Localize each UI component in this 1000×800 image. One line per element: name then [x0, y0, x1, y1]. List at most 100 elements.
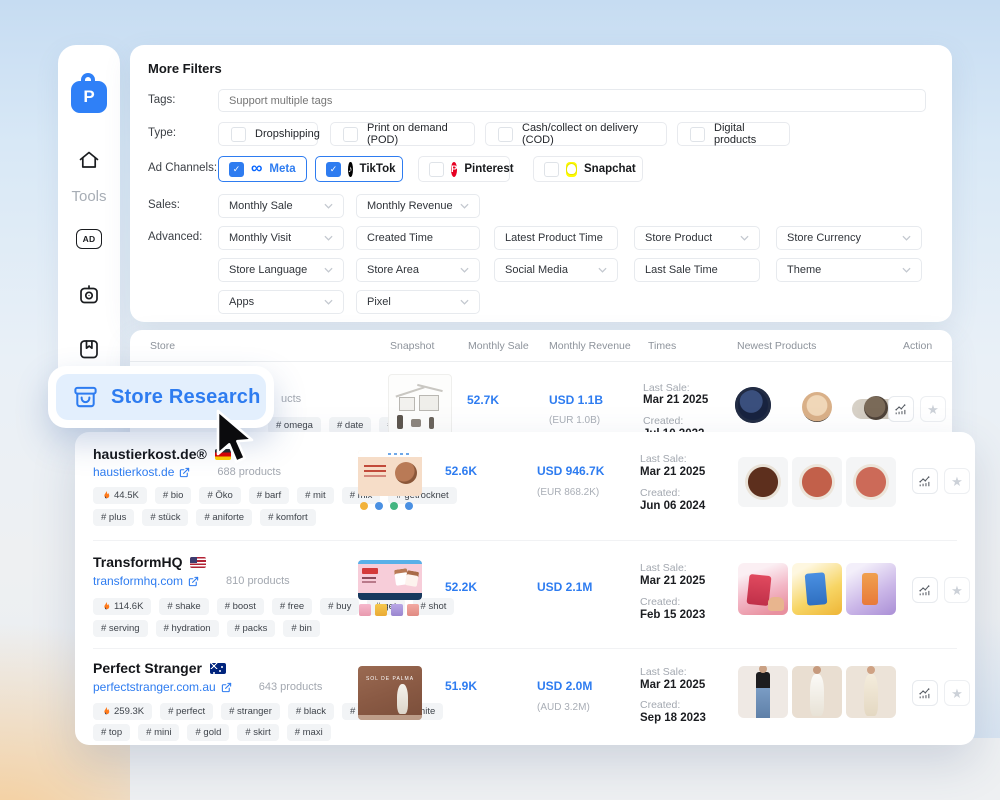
bookmark-icon [80, 340, 98, 359]
select-store-language[interactable]: Store Language [218, 258, 344, 282]
col-snapshot: Snapshot [390, 340, 435, 352]
snap-topbar [358, 560, 422, 564]
store-domain-link[interactable]: perfectstranger.com.au [93, 680, 216, 694]
channel-meta[interactable]: ✓ ∞ Meta [218, 156, 307, 182]
sidebar-item-home[interactable] [77, 148, 101, 177]
sidebar-item-ad[interactable]: AD [76, 229, 102, 249]
analytics-button[interactable] [888, 396, 914, 422]
select-theme[interactable]: Theme [776, 258, 922, 282]
type-option-digital[interactable]: Digital products [677, 122, 790, 146]
select-monthly-revenue[interactable]: Monthly Revenue [356, 194, 480, 218]
channel-pinterest[interactable]: P Pinterest [418, 156, 514, 182]
analytics-button[interactable] [912, 680, 938, 706]
store-name: TransformHQ [93, 554, 207, 570]
created-value: Feb 15 2023 [640, 609, 706, 621]
type-option-label: Cash/collect on delivery (COD) [522, 122, 639, 146]
select-apps[interactable]: Apps [218, 290, 344, 314]
checkbox-unchecked[interactable] [544, 161, 559, 177]
favorite-button[interactable]: ★ [944, 468, 970, 494]
snapchat-icon [566, 161, 577, 177]
store-domain-link[interactable]: haustierkost.de [93, 465, 175, 479]
select-store-currency[interactable]: Store Currency [776, 226, 922, 250]
checkbox-unchecked[interactable] [498, 126, 513, 142]
chart-icon [919, 688, 930, 699]
col-store: Store [150, 340, 176, 352]
bowl [853, 464, 889, 500]
input-created-time[interactable]: Created Time [356, 226, 480, 250]
channel-tiktok[interactable]: ✓ ♪ TikTok [315, 156, 403, 182]
flame-icon [104, 602, 110, 610]
checkbox-unchecked[interactable] [429, 161, 444, 177]
model-head [813, 666, 821, 674]
favorite-button[interactable]: ★ [944, 577, 970, 603]
product-thumb-watch [802, 392, 832, 422]
tag-pill: # black [287, 703, 334, 720]
store-tags: # serving # hydration # packs # bin [93, 620, 320, 637]
ppspy-logo[interactable]: P [69, 73, 109, 117]
select-social-media[interactable]: Social Media [494, 258, 618, 282]
type-option-dropshipping[interactable]: Dropshipping [218, 122, 320, 146]
favorite-button[interactable]: ★ [944, 680, 970, 706]
product-thumb-pack [846, 563, 896, 615]
tags-input[interactable] [218, 89, 926, 112]
select-store-area[interactable]: Store Area [356, 258, 480, 282]
last-sale-label: Last Sale: [640, 453, 687, 465]
store-snapshot [388, 374, 452, 438]
sidebar: P Tools AD [58, 45, 120, 405]
store-research-button[interactable]: Store Research [48, 366, 274, 428]
checkbox-checked[interactable]: ✓ [326, 161, 341, 177]
col-action: Action [903, 340, 933, 352]
store-link-row: perfectstranger.com.au 643 products [93, 680, 322, 694]
created-label: Created: [640, 596, 681, 608]
select-value: Theme [787, 264, 822, 276]
favorite-button[interactable]: ★ [920, 396, 946, 422]
checkbox-unchecked[interactable] [343, 126, 358, 142]
select-pixel[interactable]: Pixel [356, 290, 480, 314]
analytics-button[interactable] [912, 577, 938, 603]
visits-value: 259.3K [114, 706, 145, 717]
type-option-cod[interactable]: Cash/collect on delivery (COD) [485, 122, 667, 146]
tag-pill: # barf [248, 487, 290, 504]
select-value: Store Area [367, 264, 419, 276]
select-store-product[interactable]: Store Product [634, 226, 760, 250]
select-monthly-visit[interactable]: Monthly Visit [218, 226, 344, 250]
tag-pill: # mini [138, 724, 180, 741]
channel-label: Snapchat [584, 163, 636, 175]
checkbox-unchecked[interactable] [690, 126, 705, 142]
col-newest-products: Newest Products [737, 340, 817, 352]
tag-pill: # stück [142, 509, 189, 526]
select-value: Apps [229, 296, 255, 308]
pack-accent [804, 572, 828, 606]
checkbox-checked[interactable]: ✓ [229, 161, 244, 177]
input-last-sale-time[interactable]: Last Sale Time [634, 258, 760, 282]
store-name-text: haustierkost.de® [93, 446, 207, 462]
select-value: Last Sale Time [645, 264, 718, 276]
last-sale-value: Mar 21 2025 [643, 394, 709, 406]
input-latest-product-time[interactable]: Latest Product Time [494, 226, 618, 250]
store-research-inner: Store Research [56, 374, 266, 420]
select-monthly-sale[interactable]: Monthly Sale [218, 194, 344, 218]
type-option-label: Print on demand (POD) [367, 122, 448, 146]
sales-label: Sales: [148, 199, 180, 211]
bowl [745, 464, 781, 500]
mini-product-thumb [359, 604, 371, 616]
snap-product [404, 570, 420, 587]
chevron-down-icon [324, 235, 333, 241]
sidebar-item-collection[interactable] [77, 337, 101, 366]
payment-icon [405, 502, 413, 510]
snap-dog [395, 462, 417, 484]
snap-bottombar [358, 593, 422, 600]
star-icon: ★ [951, 473, 963, 489]
sidebar-item-product-research[interactable] [77, 283, 101, 312]
store-domain-link[interactable]: transformhq.com [93, 574, 184, 588]
analytics-button[interactable] [912, 468, 938, 494]
last-sale-label: Last Sale: [643, 382, 690, 394]
snapshot-thumbnails [359, 604, 419, 616]
model-top [756, 672, 770, 688]
checkbox-unchecked[interactable] [231, 126, 246, 142]
channel-snapchat[interactable]: Snapchat [533, 156, 643, 182]
mini-product-thumb [407, 604, 419, 616]
tag-pill: # boost [216, 598, 264, 615]
type-option-pod[interactable]: Print on demand (POD) [330, 122, 475, 146]
monthly-revenue-alt: (EUR 868.2K) [537, 487, 600, 498]
